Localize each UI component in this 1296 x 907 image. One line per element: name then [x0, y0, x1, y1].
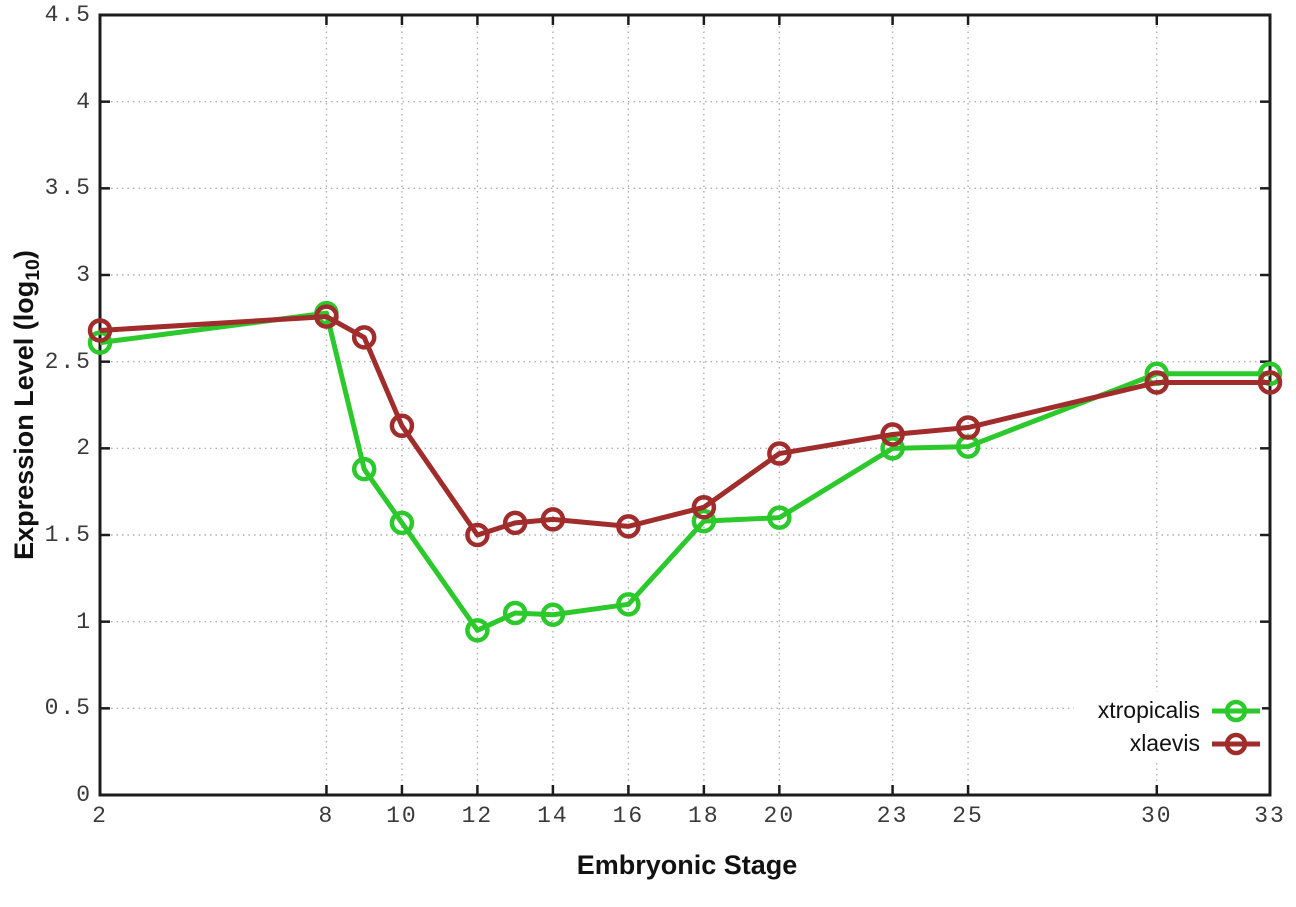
marker-xtropicalis — [616, 592, 641, 617]
x-tick-label: 18 — [688, 803, 720, 829]
marker-xlaevis — [1144, 370, 1170, 395]
marker-xlaevis — [351, 325, 377, 350]
marker-xtropicalis — [389, 510, 415, 536]
x-tick-label: 23 — [876, 803, 909, 829]
series-line-xtropicalis — [99, 310, 1270, 633]
legend-label: xtropicalis — [1097, 697, 1200, 723]
y-tick-label: 0 — [76, 782, 92, 808]
marker-xtropicalis — [502, 600, 528, 626]
legend-label: xlaevis — [1129, 730, 1200, 756]
marker-xlaevis — [87, 318, 113, 343]
y-axis-title-suffix: ) — [8, 250, 39, 260]
legend-sample-xtropicalis — [1212, 699, 1260, 722]
marker-xtropicalis — [691, 508, 717, 534]
x-tick-label: 2 — [92, 803, 108, 829]
y-tick-label: 3.5 — [44, 175, 92, 202]
y-tick-label: 3 — [76, 262, 92, 288]
legend-marker — [1224, 732, 1248, 755]
x-tick-label: 14 — [537, 803, 569, 829]
x-tick-label: 8 — [318, 803, 335, 829]
x-tick-label: 33 — [1254, 803, 1286, 829]
marker-xlaevis — [389, 413, 415, 439]
marker-xlaevis — [616, 514, 641, 539]
x-tick-label: 25 — [952, 803, 984, 829]
marker-xlaevis — [767, 441, 792, 466]
legend-sample-xlaevis — [1212, 732, 1260, 755]
y-axis-title-subscript: 10 — [22, 259, 45, 281]
y-tick-label: 4.5 — [44, 2, 92, 28]
x-tick-label: 10 — [386, 803, 418, 829]
marker-xlaevis — [314, 304, 339, 329]
marker-xlaevis — [540, 507, 566, 532]
y-axis-title: Expression Level (log10) — [9, 250, 45, 560]
marker-xtropicalis — [351, 456, 377, 482]
y-tick-label: 4 — [76, 88, 92, 115]
x-tick-label: 30 — [1140, 803, 1173, 829]
x-tick-label: 16 — [612, 803, 645, 829]
plot-border — [98, 13, 1272, 797]
y-tick-label: 1.5 — [44, 522, 92, 548]
y-tick-label: 1 — [76, 608, 92, 635]
marker-xlaevis — [691, 495, 717, 520]
marker-xlaevis — [955, 415, 981, 440]
marker-xtropicalis — [767, 505, 792, 530]
marker-xtropicalis — [540, 602, 566, 627]
y-tick-label: 2 — [76, 435, 92, 462]
marker-xlaevis — [502, 510, 528, 536]
legend-marker — [1224, 699, 1248, 722]
y-axis-title-text: Expression Level (log — [8, 280, 39, 560]
marker-xlaevis — [465, 522, 490, 548]
x-axis-title: Embryonic Stage — [576, 850, 798, 880]
y-tick-label: 0.5 — [44, 695, 92, 722]
x-tick-label: 20 — [763, 803, 796, 829]
legend-item-xtropicalis: xtropicalis — [1098, 694, 1262, 727]
marker-xlaevis — [880, 422, 905, 447]
y-tick-label: 2.5 — [44, 348, 92, 375]
marker-xtropicalis — [880, 436, 905, 461]
marker-xtropicalis — [465, 618, 490, 643]
marker-xlaevis — [1257, 370, 1283, 395]
marker-xtropicalis — [87, 330, 113, 355]
x-tick-label: 12 — [461, 803, 494, 829]
series-line-xlaevis — [99, 314, 1270, 538]
legend: xtropicalis xlaevis — [1073, 692, 1262, 762]
legend-item-xlaevis: xlaevis — [1098, 727, 1262, 760]
